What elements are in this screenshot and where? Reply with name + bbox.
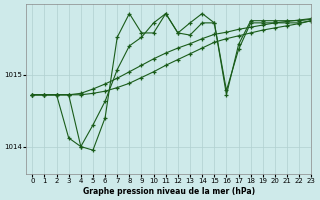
X-axis label: Graphe pression niveau de la mer (hPa): Graphe pression niveau de la mer (hPa) [83,187,255,196]
